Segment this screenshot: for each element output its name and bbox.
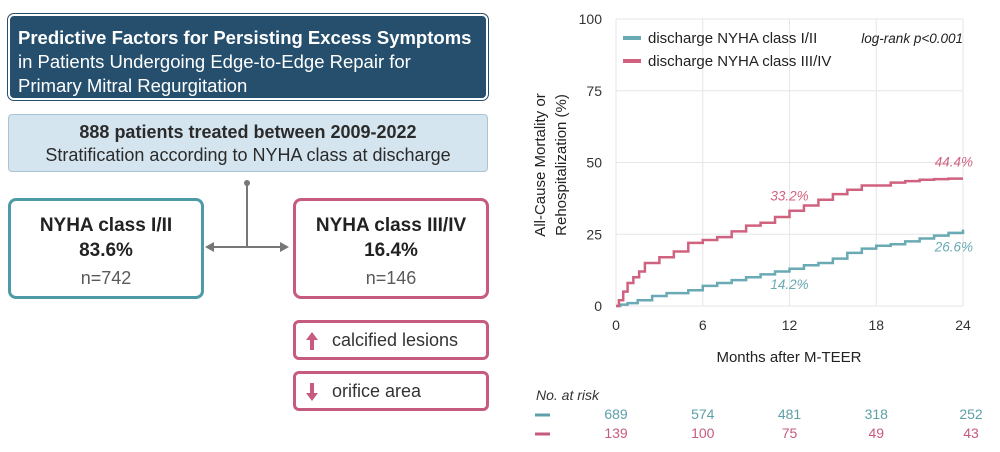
cohort-count: 888 patients treated between 2009-2022 [79,122,417,142]
y-tick-label: 25 [586,226,602,242]
group-percent: 16.4% [364,240,418,261]
arrow-up-icon [306,332,318,350]
arrow-down-icon [306,383,318,401]
group-box-nyha-iii-iv: NYHA class III/IV 16.4% n=146 [293,198,489,299]
risk-value: 75 [782,425,798,441]
risk-value: 139 [604,425,628,441]
y-tick-label: 0 [594,298,602,314]
y-axis-label-line2: Rehospitalization (%) [553,94,570,236]
risk-value: 100 [691,425,715,441]
y-tick-label: 50 [586,155,602,171]
factor-label: orifice area [332,381,422,401]
data-labels: 14.2% 26.6% 33.2% 44.4% [770,155,973,293]
group-percent: 83.6% [79,240,133,261]
cohort-stratification: Stratification according to NYHA class a… [45,145,451,165]
risk-table: 689 574 481 318 252 139 100 75 49 43 [535,406,983,441]
y-tick-label: 75 [586,83,602,99]
title-bold: Predictive Factors for Persisting Excess… [18,27,472,48]
cohort-box: 888 patients treated between 2009-2022 S… [8,114,488,172]
group-name: NYHA class III/IV [315,215,467,236]
risk-value: 43 [963,425,979,441]
axes: 0 25 50 75 100 0 6 12 18 24 [579,11,971,333]
y-axis-label: All-Cause Mortality or [532,93,549,236]
group-box-nyha-i-ii: NYHA class I/II 83.6% n=742 [8,198,204,299]
legend-label-iii-iv: discharge NYHA class III/IV [648,53,831,70]
x-tick-label: 6 [699,317,707,333]
risk-value: 574 [691,406,715,422]
risk-value: 49 [868,425,884,441]
data-label: 44.4% [935,155,973,170]
x-tick-label: 0 [612,317,620,333]
x-tick-label: 24 [955,317,971,333]
title-box: Predictive Factors for Persisting Excess… [7,13,489,101]
legend-label-i-ii: discharge NYHA class I/II [648,30,817,47]
risk-table-title: No. at risk [536,387,600,403]
grid [615,18,964,307]
x-axis-label: Months after M-TEER [716,349,861,366]
legend: discharge NYHA class I/II discharge NYHA… [623,30,831,70]
group-n: n=146 [365,268,417,288]
y-tick-label: 100 [579,11,603,27]
group-name: NYHA class I/II [39,215,173,236]
log-rank-annotation: log-rank p<0.001 [861,31,963,46]
x-tick-label: 18 [868,317,884,333]
series-line-i-ii [616,229,965,308]
title-rest: in Patients Undergoing Edge-to-Edge Repa… [18,51,411,96]
risk-value: 689 [604,406,628,422]
factor-label: calcified lesions [332,330,459,350]
series [616,177,965,308]
data-label: 33.2% [770,189,808,204]
x-tick-label: 12 [782,317,798,333]
group-n: n=742 [80,268,132,288]
risk-value: 481 [778,406,802,422]
data-label: 26.6% [934,240,973,255]
factor-calcified-lesions: calcified lesions [293,320,489,360]
risk-value: 252 [959,406,983,422]
factor-orifice-area: orifice area [293,371,489,411]
data-label: 14.2% [770,277,808,292]
risk-value: 318 [865,406,889,422]
series-line-iii-iv [616,177,963,308]
flow-connector [205,180,289,252]
